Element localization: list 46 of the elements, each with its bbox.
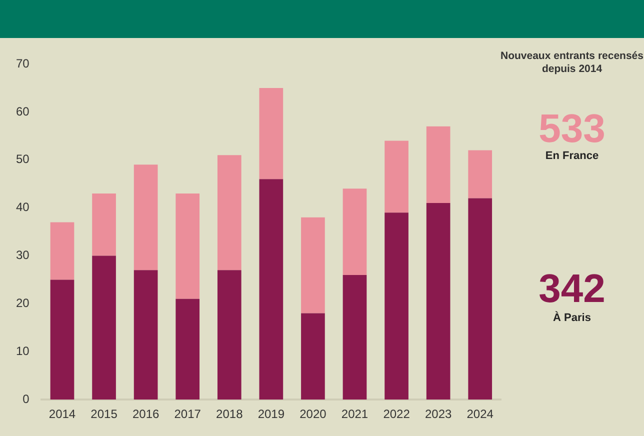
y-tick-label: 60	[16, 104, 30, 118]
bar	[134, 270, 158, 400]
bar	[92, 193, 116, 256]
bar	[468, 198, 492, 400]
x-tick-label: 2014	[48, 407, 76, 422]
y-tick-label: 0	[22, 392, 30, 406]
bar	[426, 203, 450, 400]
y-tick-label: 40	[16, 200, 30, 214]
bar	[342, 188, 367, 275]
text: 342	[538, 267, 606, 311]
bar	[301, 217, 325, 314]
bar	[468, 150, 492, 198]
x-tick-label: 2015	[90, 407, 118, 422]
x-tick-label: 2023	[424, 407, 452, 422]
bar	[384, 212, 408, 400]
y-tick-label: 30	[16, 248, 30, 262]
x-tick-label: 2017	[174, 407, 202, 422]
bar	[426, 126, 450, 204]
annotation: Nouveaux entrants recensés depuis 2014	[500, 50, 644, 76]
bar	[92, 256, 116, 400]
bar	[134, 164, 158, 270]
bar	[50, 280, 74, 400]
text: En France	[544, 150, 600, 162]
text: 533	[538, 107, 606, 151]
x-tick-label: 2022	[383, 407, 410, 422]
bar	[384, 140, 408, 213]
bar	[176, 193, 200, 299]
bar	[176, 298, 200, 400]
bar	[342, 274, 367, 400]
bar	[217, 270, 242, 400]
bar	[50, 222, 74, 280]
x-tick-label: 2018	[216, 407, 244, 422]
x-tick-label: 2020	[300, 407, 327, 422]
bar	[217, 155, 242, 270]
y-tick-label: 50	[16, 152, 30, 166]
bar	[259, 179, 284, 400]
y-tick-label: 70	[16, 56, 30, 70]
x-tick-label: 2021	[341, 407, 368, 422]
x-tick-label: 2019	[258, 407, 285, 422]
bar	[301, 313, 325, 400]
x-tick-label: 2024	[466, 407, 494, 422]
x-tick-label: 2016	[132, 407, 160, 422]
bar	[259, 88, 284, 180]
text: À Paris	[552, 312, 592, 324]
y-tick-label: 20	[16, 296, 30, 310]
y-tick-label: 10	[16, 344, 30, 358]
